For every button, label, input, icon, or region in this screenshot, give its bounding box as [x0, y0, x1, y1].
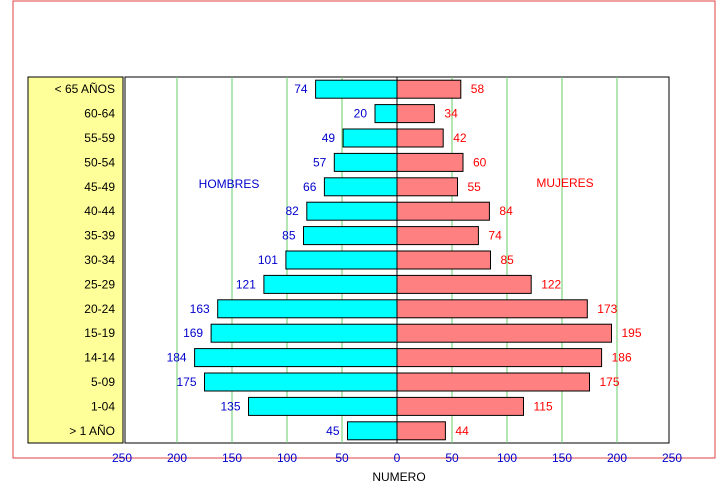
category-label: 14-14	[84, 351, 115, 365]
bar-mujeres	[396, 299, 588, 319]
value-label-hombres: 101	[258, 253, 278, 267]
bar-mujeres	[396, 372, 590, 392]
category-label: 50-54	[84, 155, 115, 169]
value-label-hombres: 85	[282, 229, 296, 243]
bar-hombres	[374, 104, 398, 124]
x-tick-label: 200	[607, 451, 627, 465]
x-tick-label: 250	[112, 451, 132, 465]
x-tick-label: 150	[552, 451, 572, 465]
value-label-hombres: 82	[285, 204, 299, 218]
bar-mujeres	[396, 226, 479, 246]
category-label: < 65 AÑOS	[55, 82, 115, 96]
bar-mujeres	[396, 396, 524, 416]
value-label-mujeres: 60	[473, 155, 487, 169]
value-label-hombres: 57	[313, 155, 327, 169]
value-label-mujeres: 34	[444, 107, 458, 121]
value-label-mujeres: 122	[541, 277, 561, 291]
category-label: 25-29	[84, 277, 115, 291]
value-label-hombres: 121	[236, 277, 256, 291]
category-label: 5-09	[91, 375, 115, 389]
bar-hombres	[347, 421, 398, 441]
series-label-hombres: HOMBRES	[199, 177, 260, 191]
value-label-mujeres: 44	[455, 424, 469, 438]
bar-hombres	[210, 323, 398, 343]
bar-hombres	[306, 201, 398, 221]
bar-hombres	[303, 226, 398, 246]
bar-mujeres	[396, 201, 490, 221]
value-label-mujeres: 186	[612, 351, 632, 365]
chart-outer-frame	[12, 0, 716, 459]
value-label-mujeres: 74	[488, 229, 502, 243]
category-label: 45-49	[84, 180, 115, 194]
value-label-mujeres: 195	[622, 326, 642, 340]
bar-mujeres	[396, 250, 491, 270]
value-label-hombres: 175	[176, 375, 196, 389]
x-tick-label: 50	[335, 451, 349, 465]
labels: < 65 AÑOS 74 58 60-64 20 34 55-59 49 42 50-54 57 60…	[55, 82, 683, 465]
value-label-mujeres: 115	[534, 399, 553, 413]
x-tick-label: 200	[167, 451, 187, 465]
bar-mujeres	[396, 128, 444, 148]
category-label: 40-44	[84, 204, 115, 218]
bar-hombres	[204, 372, 398, 392]
bar-hombres	[342, 128, 398, 148]
x-tick-label: 150	[222, 451, 242, 465]
x-axis-title: NUMERO	[372, 470, 425, 483]
value-label-mujeres: 173	[597, 302, 617, 316]
bar-hombres	[248, 396, 398, 416]
bar-hombres	[263, 274, 398, 294]
value-label-hombres: 66	[303, 180, 317, 194]
bar-hombres	[333, 152, 398, 172]
category-label: 15-19	[84, 326, 115, 340]
category-label: 60-64	[84, 107, 115, 121]
value-label-mujeres: 55	[468, 180, 482, 194]
value-label-mujeres: 84	[499, 204, 513, 218]
category-label: 30-34	[84, 253, 115, 267]
value-label-hombres: 135	[220, 399, 240, 413]
bar-mujeres	[396, 79, 462, 99]
x-tick-label: 100	[497, 451, 517, 465]
value-label-hombres: 163	[190, 302, 210, 316]
bar-mujeres	[396, 274, 532, 294]
value-label-mujeres: 42	[453, 131, 467, 145]
value-label-mujeres: 175	[600, 375, 620, 389]
category-label-panel	[27, 76, 124, 444]
bar-mujeres	[396, 104, 435, 124]
category-label: > 1 AÑO	[69, 424, 115, 438]
value-label-hombres: 20	[354, 107, 368, 121]
category-label: 1-04	[91, 399, 115, 413]
bar-mujeres	[396, 421, 446, 441]
value-label-hombres: 74	[294, 82, 308, 96]
bar-mujeres	[396, 177, 458, 197]
bar-hombres	[315, 79, 398, 99]
x-tick-label: 100	[277, 451, 297, 465]
value-label-hombres: 169	[183, 326, 203, 340]
x-tick-label: 50	[445, 451, 459, 465]
bar-mujeres	[396, 348, 603, 368]
category-label: 35-39	[84, 229, 115, 243]
x-tick-label: 250	[662, 451, 682, 465]
bar-mujeres	[396, 152, 464, 172]
bar-hombres	[217, 299, 398, 319]
value-label-mujeres: 85	[501, 253, 515, 267]
category-label: 20-24	[84, 302, 115, 316]
x-tick-label: 0	[394, 451, 401, 465]
series-label-mujeres: MUJERES	[536, 176, 593, 190]
bar-hombres	[323, 177, 398, 197]
category-label: 55-59	[84, 131, 115, 145]
value-label-hombres: 45	[326, 424, 340, 438]
bar-hombres	[285, 250, 398, 270]
bar-mujeres	[396, 323, 612, 343]
value-label-hombres: 49	[322, 131, 336, 145]
value-label-hombres: 184	[167, 351, 187, 365]
value-label-mujeres: 58	[471, 82, 485, 96]
bar-hombres	[194, 348, 398, 368]
